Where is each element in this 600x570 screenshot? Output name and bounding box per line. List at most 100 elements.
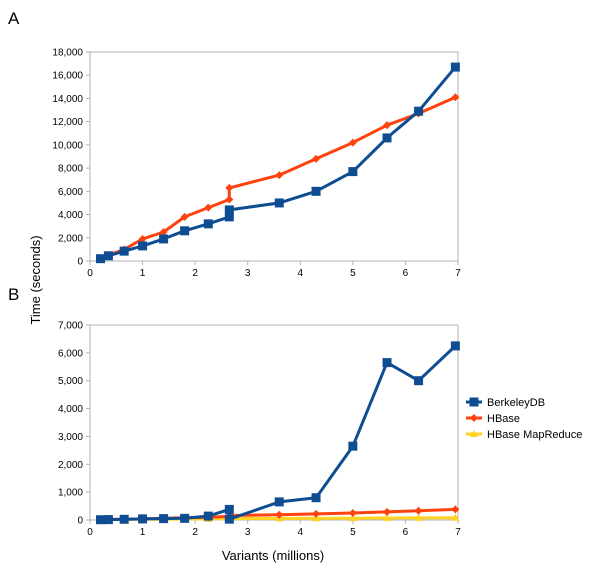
y-tick-label: 7,000 (58, 321, 83, 332)
plots-layer: 02,0004,0006,0008,00010,00012,00014,0001… (52, 48, 461, 539)
legend-swatch-marker (470, 414, 478, 422)
x-tick-label: 5 (350, 527, 356, 538)
data-point-hbase-mapreduce (383, 514, 392, 522)
data-point-hbase (451, 93, 460, 102)
data-point-berkeleydb (414, 376, 424, 386)
data-point-berkeleydb (103, 515, 113, 525)
x-tick-label: 4 (298, 268, 304, 279)
y-tick-label: 2,000 (58, 460, 83, 471)
data-point-hbase (414, 506, 423, 515)
y-tick-label: 6,000 (58, 187, 83, 198)
data-point-berkeleydb (180, 226, 190, 236)
panel-b: 0 1,000 2,000 3,000 4,000 5,000 6,000 7,000 0 1 2 3… (58, 321, 461, 539)
y-tick-label: 4,000 (58, 210, 83, 221)
y-tick-label: 1,000 (58, 488, 83, 499)
y-tick-label: 14,000 (52, 94, 83, 105)
data-point-hbase (275, 171, 284, 180)
panel-a: 0 2,000 4,000 6,000 8,000 10,000 12,000 14,000 1… (52, 48, 461, 280)
data-point-hbase (312, 509, 321, 518)
data-point-hbase (225, 195, 234, 204)
series-line-berkeleydb (100, 344, 457, 522)
x-tick-label: 0 (87, 527, 93, 538)
data-point-berkeleydb (203, 511, 213, 521)
x-tick-label: 6 (403, 527, 409, 538)
x-tick-label: 0 (87, 268, 93, 279)
data-point-berkeleydb (274, 198, 284, 208)
data-point-berkeleydb (348, 441, 358, 451)
data-point-berkeleydb (348, 167, 358, 177)
data-point-berkeleydb (119, 514, 129, 524)
legend-label: BerkeleyDB (487, 397, 545, 409)
y-tick-label: 5,000 (58, 376, 83, 387)
x-tick-label: 7 (455, 268, 461, 279)
series-hbase (96, 93, 460, 263)
y-tick-label: 12,000 (52, 117, 83, 128)
data-point-hbase (180, 212, 189, 221)
data-point-berkeleydb (119, 246, 129, 256)
y-tick-label: 18,000 (52, 48, 83, 59)
data-point-hbase-mapreduce (348, 514, 357, 522)
data-point-berkeleydb (311, 493, 321, 503)
data-point-hbase-mapreduce (451, 513, 460, 521)
x-tick-label: 2 (192, 527, 198, 538)
data-point-berkeleydb (103, 251, 113, 261)
data-point-berkeleydb (159, 234, 169, 244)
y-tick-label: 8,000 (58, 164, 83, 175)
legend-swatch-marker (469, 397, 479, 407)
y-axis-title: Time (seconds) (28, 235, 43, 324)
data-point-berkeleydb (138, 514, 148, 524)
x-tick-label: 1 (140, 268, 146, 279)
y-tick-label: 2,000 (58, 233, 83, 244)
data-point-berkeleydb (96, 254, 106, 264)
data-point-berkeleydb (224, 205, 234, 215)
data-point-hbase (348, 509, 357, 518)
data-point-hbase-mapreduce (414, 513, 423, 521)
y-tick-label: 16,000 (52, 71, 83, 82)
data-point-berkeleydb (450, 62, 460, 72)
data-point-berkeleydb (224, 514, 234, 524)
x-axis-title: Variants (millions) (222, 548, 324, 563)
legend-item-hbase-mapreduce: HBase MapReduce (466, 429, 582, 441)
x-tick-label: 7 (455, 527, 461, 538)
data-point-hbase (204, 203, 213, 212)
series-berkeleydb (96, 341, 460, 525)
data-point-berkeleydb (159, 514, 169, 524)
data-point-berkeleydb (180, 513, 190, 523)
panel-label-a: A (8, 9, 20, 28)
data-point-hbase (383, 121, 392, 130)
y-tick-label: 10,000 (52, 140, 83, 151)
data-point-hbase (275, 510, 284, 519)
data-point-berkeleydb (382, 358, 392, 368)
y-tick-label: 3,000 (58, 432, 83, 443)
legend-item-hbase: HBase (466, 413, 520, 425)
y-tick-label: 6,000 (58, 348, 83, 359)
legend-label: HBase MapReduce (487, 429, 582, 441)
x-tick-label: 4 (298, 527, 304, 538)
data-point-berkeleydb (224, 504, 234, 514)
plot-area (89, 51, 459, 262)
legend-swatch-marker (470, 430, 478, 437)
x-tick-label: 6 (403, 268, 409, 279)
series-line-hbase (99, 95, 457, 261)
legend-label: HBase (487, 413, 520, 425)
data-point-hbase (312, 154, 321, 163)
data-point-hbase (138, 234, 147, 243)
legend: BerkeleyDB HBase HBase MapReduce (466, 397, 582, 441)
legend-item-berkeleydb: BerkeleyDB (466, 397, 545, 409)
data-point-hbase (383, 507, 392, 516)
data-point-hbase (451, 505, 460, 514)
y-tick-label: 4,000 (58, 404, 83, 415)
series-line-berkeleydb (99, 66, 457, 261)
data-point-berkeleydb (203, 219, 213, 229)
plot-area (89, 324, 459, 521)
series-berkeleydb (96, 62, 460, 264)
data-point-berkeleydb (224, 212, 234, 222)
data-point-berkeleydb (138, 241, 148, 251)
y-tick-label: 0 (77, 516, 83, 527)
data-point-hbase (225, 183, 234, 192)
y-tick-label: 0 (77, 257, 83, 268)
x-tick-label: 5 (350, 268, 356, 279)
data-point-berkeleydb (382, 133, 392, 143)
data-point-hbase (159, 227, 168, 236)
